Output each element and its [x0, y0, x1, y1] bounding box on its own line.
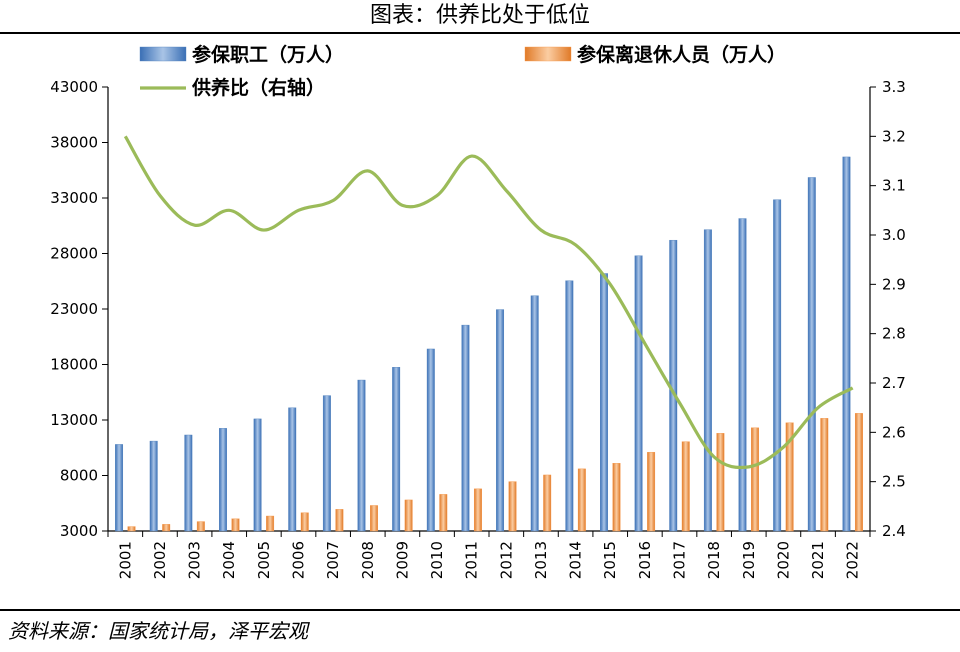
- ratio-line: [123, 135, 854, 470]
- legend-label-retirees: 参保离退休人员（万人）: [577, 43, 786, 66]
- x-tick-label: 2008: [359, 541, 377, 579]
- x-tick-label: 2006: [290, 541, 308, 579]
- bar-workers: [357, 379, 366, 532]
- legend-swatch-workers: [139, 46, 187, 62]
- x-tick-label: 2017: [671, 541, 689, 579]
- bar-workers: [115, 444, 124, 532]
- bar-retirees: [508, 481, 517, 532]
- right-tick-label: 3.0: [882, 226, 906, 244]
- bottom-rule: [0, 609, 960, 611]
- bar-retirees: [370, 505, 378, 532]
- bar-retirees: [473, 488, 482, 532]
- left-tick-label: 18000: [50, 356, 98, 374]
- chart-title: 图表：供养比处于低位: [369, 3, 590, 28]
- x-tick-label: 2022: [844, 541, 862, 579]
- legend-swatch-retirees: [524, 46, 572, 62]
- bar-retirees: [231, 518, 240, 532]
- bar-retirees: [612, 463, 621, 532]
- left-tick-label: 23000: [50, 300, 98, 318]
- bar-retirees: [716, 433, 725, 532]
- bar-retirees: [543, 474, 552, 532]
- bar-retirees: [127, 526, 136, 532]
- left-tick-label: 33000: [50, 189, 98, 207]
- bar-workers: [288, 407, 297, 532]
- left-tick-label: 38000: [50, 134, 98, 152]
- bar-retirees: [162, 524, 171, 532]
- bar-workers: [426, 348, 435, 532]
- bar-retirees: [300, 512, 309, 532]
- bar-workers: [219, 428, 227, 532]
- x-tick-label: 2009: [393, 541, 411, 579]
- bar-workers: [703, 229, 712, 532]
- bar-workers: [392, 367, 401, 532]
- right-tick-label: 3.2: [882, 127, 906, 145]
- left-tick-label: 28000: [50, 245, 98, 263]
- right-tick-label: 3.3: [882, 78, 906, 96]
- x-tick-label: 2011: [463, 541, 481, 579]
- bar-workers: [807, 177, 816, 532]
- x-tick-label: 2003: [186, 541, 204, 579]
- bar-workers: [634, 255, 643, 532]
- bar-retirees: [647, 451, 656, 532]
- legend-item-ratio: 供养比（右轴）: [140, 76, 325, 99]
- legend-label-workers: 参保职工（万人）: [192, 43, 344, 66]
- legend-item-workers: 参保职工（万人）: [139, 43, 344, 66]
- x-tick-label: 2013: [532, 541, 550, 579]
- left-tick-label: 43000: [50, 78, 98, 96]
- source-note: 资料来源：国家统计局，泽平宏观: [8, 619, 308, 643]
- bar-workers: [842, 156, 851, 532]
- bar-retirees: [196, 521, 205, 532]
- bar-workers: [530, 295, 539, 532]
- bar-retirees: [681, 441, 690, 532]
- bar-workers: [600, 273, 608, 532]
- bar-retirees: [820, 418, 829, 532]
- bar-retirees: [439, 494, 448, 532]
- right-tick-label: 2.7: [882, 374, 906, 392]
- bar-workers: [149, 440, 158, 532]
- x-tick-label: 2018: [705, 541, 723, 579]
- x-tick-label: 2010: [428, 541, 446, 579]
- top-rule: [0, 32, 960, 34]
- bar-retirees: [854, 413, 863, 532]
- bar-retirees: [577, 468, 586, 532]
- x-tick-label: 2005: [255, 541, 273, 579]
- bar-retirees: [404, 499, 413, 532]
- bar-retirees: [266, 515, 275, 532]
- bar-retirees: [335, 509, 344, 532]
- x-tick-label: 2004: [220, 541, 238, 579]
- x-tick-label: 2012: [497, 541, 515, 579]
- bar-workers: [565, 280, 574, 532]
- bar-retirees: [751, 427, 759, 532]
- bar-retirees: [785, 422, 794, 532]
- right-tick-label: 3.1: [882, 177, 906, 195]
- legend-item-retirees: 参保离退休人员（万人）: [524, 43, 786, 66]
- x-tick-label: 2020: [774, 541, 792, 579]
- bar-workers: [322, 395, 331, 532]
- right-tick-label: 2.9: [882, 275, 906, 293]
- x-tick-label: 2002: [151, 541, 169, 579]
- x-tick-label: 2015: [601, 541, 619, 579]
- right-tick-label: 2.8: [882, 325, 906, 343]
- legend-label-ratio: 供养比（右轴）: [191, 76, 325, 99]
- bar-workers: [496, 309, 505, 532]
- x-tick-label: 2016: [636, 541, 654, 579]
- right-tick-label: 2.6: [882, 423, 906, 441]
- bar-workers: [738, 218, 747, 532]
- right-tick-label: 2.4: [882, 522, 906, 540]
- right-tick-label: 2.5: [882, 473, 906, 491]
- left-tick-label: 13000: [50, 411, 98, 429]
- bar-workers: [461, 324, 470, 532]
- left-tick-label: 3000: [60, 522, 98, 540]
- x-tick-label: 2019: [740, 541, 758, 579]
- x-tick-label: 2014: [567, 541, 585, 579]
- x-tick-label: 2007: [324, 541, 342, 579]
- x-tick-label: 2001: [116, 541, 134, 579]
- x-tick-label: 2021: [809, 541, 827, 579]
- left-tick-label: 8000: [60, 467, 98, 485]
- bar-workers: [253, 418, 262, 532]
- bar-workers: [184, 434, 193, 532]
- bar-workers: [773, 199, 782, 532]
